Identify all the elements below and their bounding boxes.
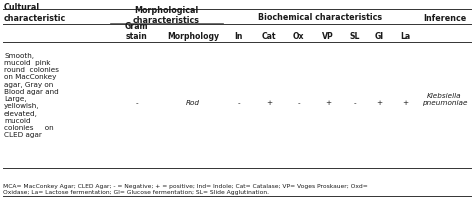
Text: SL: SL	[349, 32, 360, 41]
Text: Inference: Inference	[423, 14, 466, 23]
Text: -: -	[237, 100, 240, 106]
Text: Cat: Cat	[262, 32, 276, 41]
Text: In: In	[234, 32, 243, 41]
Text: +: +	[402, 100, 408, 106]
Text: -: -	[135, 100, 138, 106]
Text: Morphological
characteristics: Morphological characteristics	[133, 6, 200, 25]
Text: Smooth,
mucoid  pink
round  colonies
on MacConkey
agar, Gray on
Blood agar and
L: Smooth, mucoid pink round colonies on Ma…	[4, 53, 59, 138]
Text: Rod: Rod	[186, 100, 200, 106]
Text: Morphology: Morphology	[167, 32, 219, 41]
Text: MCA= MacConkey Agar; CLED Agar; - = Negative; + = positive; Ind= Indole; Cat= Ca: MCA= MacConkey Agar; CLED Agar; - = Nega…	[3, 184, 368, 195]
Text: +: +	[325, 100, 331, 106]
Text: +: +	[266, 100, 272, 106]
Text: Gl: Gl	[374, 32, 383, 41]
Text: +: +	[376, 100, 382, 106]
Text: -: -	[297, 100, 300, 106]
Text: Cultural
characteristic: Cultural characteristic	[4, 3, 66, 23]
Text: La: La	[400, 32, 410, 41]
Text: Biochemical characteristics: Biochemical characteristics	[258, 13, 383, 22]
Text: Ox: Ox	[293, 32, 304, 41]
Text: Gram
stain: Gram stain	[125, 22, 148, 41]
Text: -: -	[353, 100, 356, 106]
Text: Klebsiella
pneumoniae: Klebsiella pneumoniae	[422, 93, 467, 106]
Text: VP: VP	[322, 32, 334, 41]
